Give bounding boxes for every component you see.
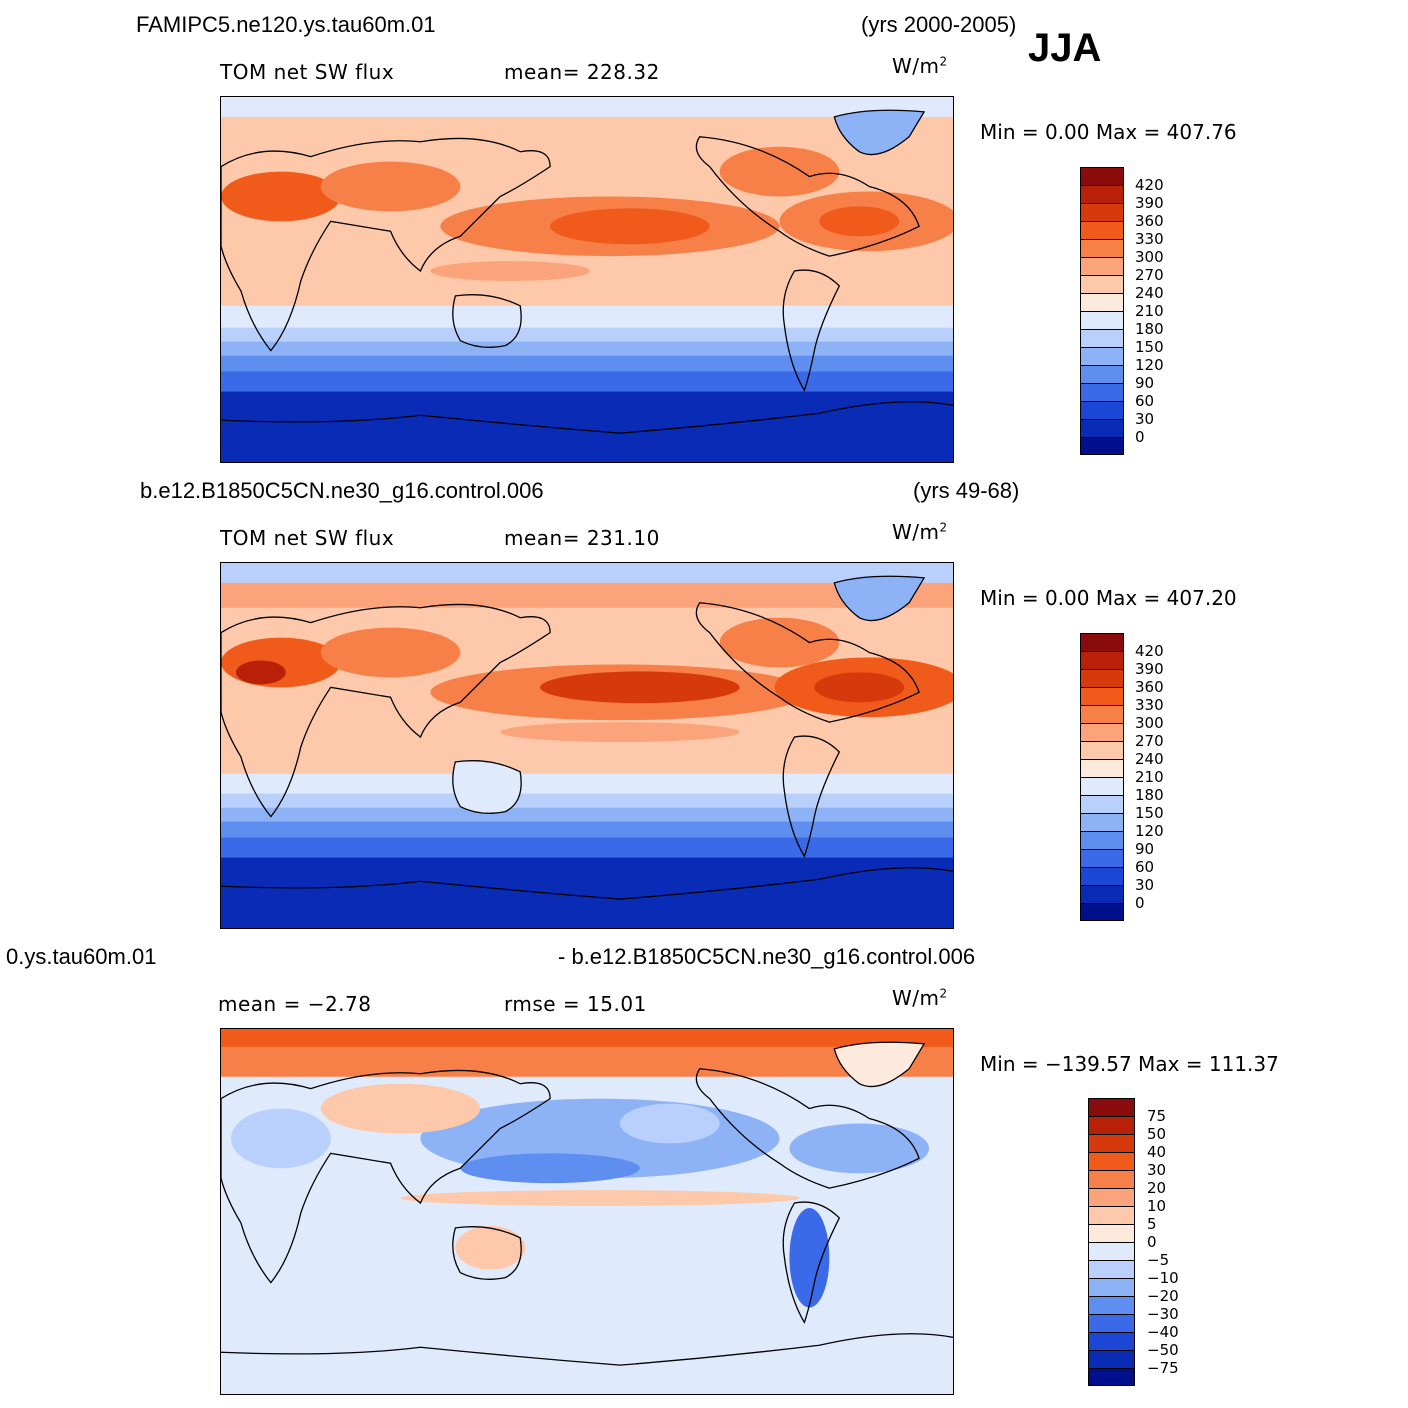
cbar-tick: 30 bbox=[1147, 1161, 1167, 1179]
cbar-tick: 420 bbox=[1135, 176, 1164, 194]
panel2-minmax: Min = 0.00 Max = 407.20 bbox=[980, 586, 1237, 610]
cbar-tick: 60 bbox=[1135, 858, 1155, 876]
panel2-variable: TOM net SW flux bbox=[220, 526, 395, 550]
cbar-tick: −30 bbox=[1147, 1305, 1179, 1323]
cbar-tick: 20 bbox=[1147, 1179, 1167, 1197]
cbar-tick: 420 bbox=[1135, 642, 1164, 660]
cbar-tick: 30 bbox=[1135, 410, 1155, 428]
cbar-tick: 180 bbox=[1135, 320, 1164, 338]
panel2-case-title: b.e12.B1850C5CN.ne30_g16.control.006 bbox=[140, 478, 544, 503]
cbar-tick: 270 bbox=[1135, 266, 1164, 284]
panel2-map-field bbox=[221, 563, 953, 928]
cbar-tick: 120 bbox=[1135, 356, 1164, 374]
panel2-colorbar bbox=[1080, 633, 1124, 921]
panel1-variable: TOM net SW flux bbox=[220, 60, 395, 84]
panel3-case-title-right: - b.e12.B1850C5CN.ne30_g16.control.006 bbox=[558, 944, 976, 969]
cbar-tick: −40 bbox=[1147, 1323, 1179, 1341]
panel3-colorbar-labels: 75 50 40 30 20 10 5 0 −5 −10 −20 −30 −40 −50 −75 bbox=[1147, 1107, 1179, 1377]
cbar-tick: 210 bbox=[1135, 302, 1164, 320]
cbar-tick: 120 bbox=[1135, 822, 1164, 840]
season-label: JJA bbox=[1028, 26, 1102, 70]
panel1-units: W/m2 bbox=[892, 54, 948, 78]
panel2-mean: mean= 231.10 bbox=[504, 526, 660, 550]
cbar-tick: −5 bbox=[1147, 1251, 1170, 1269]
cbar-tick: −10 bbox=[1147, 1269, 1179, 1287]
panel1-minmax: Min = 0.00 Max = 407.76 bbox=[980, 120, 1237, 144]
cbar-tick: 10 bbox=[1147, 1197, 1167, 1215]
panel1-years: (yrs 2000-2005) bbox=[861, 12, 1017, 37]
panel1-colorbar-labels: 420 390 360 330 300 270 240 210 180 150 120 90 60 30 0 bbox=[1135, 176, 1164, 446]
cbar-tick: 360 bbox=[1135, 678, 1164, 696]
cbar-tick: 0 bbox=[1147, 1233, 1157, 1251]
cbar-tick: 330 bbox=[1135, 230, 1164, 248]
cbar-tick: −20 bbox=[1147, 1287, 1179, 1305]
cbar-tick: 40 bbox=[1147, 1143, 1167, 1161]
cbar-tick: 390 bbox=[1135, 194, 1164, 212]
cbar-tick: 240 bbox=[1135, 750, 1164, 768]
panel2-map bbox=[220, 562, 954, 929]
cbar-tick: 300 bbox=[1135, 248, 1164, 266]
cbar-tick: 300 bbox=[1135, 714, 1164, 732]
panel3-rmse: rmse = 15.01 bbox=[504, 992, 647, 1016]
cbar-tick: 60 bbox=[1135, 392, 1155, 410]
cbar-tick: 50 bbox=[1147, 1125, 1167, 1143]
panel3-units: W/m2 bbox=[892, 986, 948, 1010]
panel3-mean: mean = −2.78 bbox=[218, 992, 372, 1016]
cbar-tick: 150 bbox=[1135, 804, 1164, 822]
panel1-mean: mean= 228.32 bbox=[504, 60, 660, 84]
cbar-tick: 390 bbox=[1135, 660, 1164, 678]
cbar-tick: 180 bbox=[1135, 786, 1164, 804]
panel1-colorbar bbox=[1080, 167, 1124, 455]
cbar-tick: 210 bbox=[1135, 768, 1164, 786]
panel3-case-title-left: 0.ys.tau60m.01 bbox=[6, 944, 157, 969]
cbar-tick: 0 bbox=[1135, 428, 1145, 446]
cbar-tick: 90 bbox=[1135, 840, 1155, 858]
cbar-tick: 240 bbox=[1135, 284, 1164, 302]
cbar-tick: 360 bbox=[1135, 212, 1164, 230]
panel1-case-title: FAMIPC5.ne120.ys.tau60m.01 bbox=[136, 12, 436, 37]
cbar-tick: 330 bbox=[1135, 696, 1164, 714]
panel2-years: (yrs 49-68) bbox=[913, 478, 1020, 503]
cbar-tick: 75 bbox=[1147, 1107, 1167, 1125]
cbar-tick: −50 bbox=[1147, 1341, 1179, 1359]
panel1-map bbox=[220, 96, 954, 463]
cbar-tick: 5 bbox=[1147, 1215, 1157, 1233]
cbar-tick: 0 bbox=[1135, 894, 1145, 912]
panel2-units: W/m2 bbox=[892, 520, 948, 544]
cbar-tick: 30 bbox=[1135, 876, 1155, 894]
cbar-tick: 90 bbox=[1135, 374, 1155, 392]
cbar-tick: −75 bbox=[1147, 1359, 1179, 1377]
panel2-colorbar-labels: 420 390 360 330 300 270 240 210 180 150 120 90 60 30 0 bbox=[1135, 642, 1164, 912]
panel3-map-field bbox=[221, 1029, 953, 1394]
cbar-tick: 270 bbox=[1135, 732, 1164, 750]
cbar-tick: 150 bbox=[1135, 338, 1164, 356]
panel3-minmax: Min = −139.57 Max = 111.37 bbox=[980, 1052, 1279, 1076]
panel3-colorbar bbox=[1088, 1098, 1135, 1386]
panel3-map bbox=[220, 1028, 954, 1395]
panel1-map-field bbox=[221, 97, 953, 462]
